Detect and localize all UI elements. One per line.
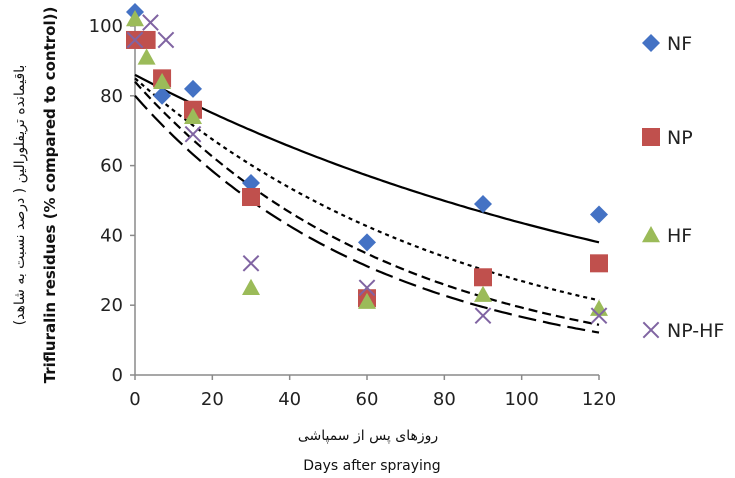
cross-stroke: [184, 125, 202, 143]
y-tick-label: 20: [100, 295, 123, 316]
data-points: [126, 3, 608, 325]
y-tick-label: 0: [112, 365, 123, 386]
legend-label: NF: [667, 33, 692, 55]
data-point-np-hf: [126, 31, 144, 49]
data-point-hf: [137, 48, 156, 65]
data-point-np: [242, 188, 260, 207]
cross-stroke: [642, 321, 660, 339]
legend-item-hf: HF: [642, 225, 692, 247]
data-point-np-hf: [590, 307, 608, 325]
trend-line-np: [134, 77, 600, 302]
data-point-np-hf: [157, 31, 175, 49]
x-tick-label: 100: [504, 389, 538, 410]
data-point-np-hf: [242, 254, 260, 272]
x-tick-label: 80: [433, 389, 456, 410]
trend-line-np-hf: [134, 95, 600, 334]
trend-lines: [134, 73, 600, 334]
data-point-hf: [590, 299, 608, 316]
legend-marker: [642, 128, 660, 146]
cross-stroke: [157, 31, 175, 49]
cross-stroke: [358, 279, 376, 297]
y-axis-title: Trifluralin residues (% compared to cont…: [41, 7, 59, 384]
data-point-hf: [184, 107, 202, 124]
data-point-hf: [474, 285, 492, 302]
legend-item-nf: NF: [642, 33, 692, 55]
legend-label: HF: [667, 225, 692, 247]
data-point-nf: [590, 205, 608, 224]
x-tick-label: 40: [278, 389, 301, 410]
cross-stroke: [590, 307, 608, 325]
x-tick-label: 20: [201, 389, 224, 410]
y-tick-label: 100: [89, 16, 123, 37]
trend-line-hf: [134, 81, 600, 326]
axes: 0 20 40 60 80 100 120 0 20 40 60 80 100: [89, 16, 617, 410]
legend-item-np: NP: [642, 127, 693, 149]
data-point-np-hf: [358, 279, 376, 297]
cross-stroke: [126, 31, 144, 49]
data-point-hf: [242, 278, 260, 295]
legend-marker: [642, 34, 660, 52]
cross-stroke: [474, 307, 492, 325]
data-point-np: [590, 254, 608, 273]
trend-line-nf: [134, 73, 600, 244]
x-tick-label: 120: [582, 389, 616, 410]
legend-marker: [642, 321, 660, 339]
y-tick-label: 40: [100, 225, 123, 246]
legend: NF NP HF NP-HF: [642, 33, 724, 342]
y-tick-label: 80: [100, 86, 123, 107]
legend-label: NP: [667, 127, 693, 149]
legend-item-np-hf: NP-HF: [642, 320, 724, 342]
legend-marker: [642, 226, 660, 243]
data-point-np-hf: [142, 14, 159, 31]
data-point-np: [474, 268, 492, 287]
data-point-nf: [358, 233, 376, 252]
data-point-nf: [242, 174, 260, 193]
data-point-hf: [358, 292, 376, 309]
data-point-nf: [474, 194, 492, 213]
cross-stroke: [142, 14, 159, 31]
cross-stroke: [242, 254, 260, 272]
x-axis-title: Days after spraying: [303, 458, 440, 474]
x-axis-secondary-title: روزهای پس از سمپاشی: [298, 428, 438, 444]
data-point-np-hf: [184, 125, 202, 143]
y-tick-label: 60: [100, 156, 123, 177]
data-point-nf: [184, 79, 202, 98]
x-tick-label: 60: [356, 389, 379, 410]
data-point-np: [137, 30, 156, 49]
data-point-hf: [153, 72, 172, 90]
data-point-np-hf: [474, 307, 492, 325]
legend-label: NP-HF: [667, 320, 724, 342]
data-point-nf: [153, 86, 172, 105]
data-point-hf: [126, 10, 144, 27]
y-axis-secondary-title: باقیمانده تریفلورالین ( درصد نسبت به شاه…: [12, 65, 28, 326]
x-tick-label: 0: [129, 389, 140, 410]
